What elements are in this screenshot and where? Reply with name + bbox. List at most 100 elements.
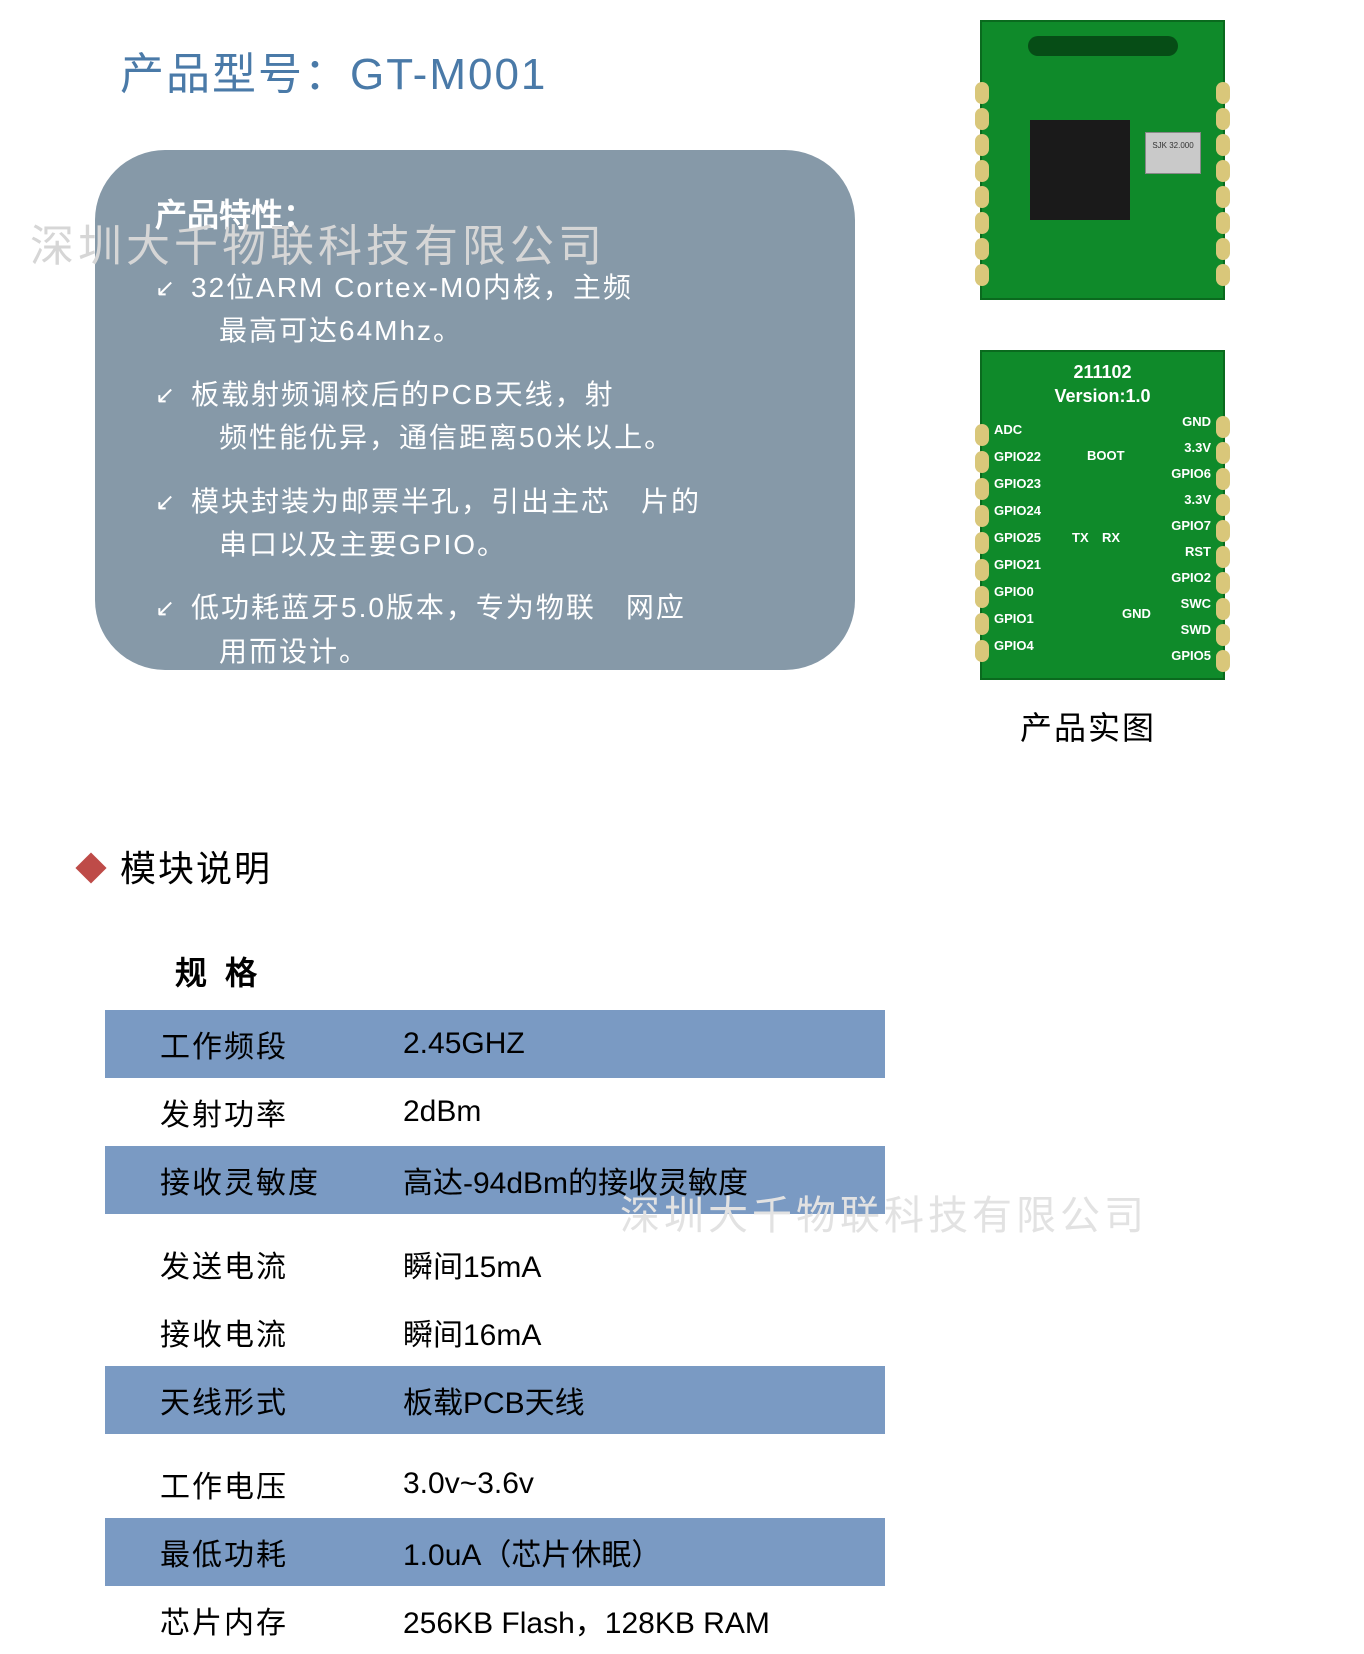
spec-value: 高达-94dBm的接收灵敏度 — [395, 1146, 885, 1214]
castellation — [975, 424, 989, 446]
section-header: 模块说明 — [80, 840, 272, 892]
castellation — [1216, 212, 1230, 234]
title-model: GT-M001 — [350, 50, 547, 99]
spec-key: 接收灵敏度 — [105, 1146, 395, 1214]
pin-label: GPIO0 — [994, 584, 1034, 599]
spec-key: 发射功率 — [105, 1078, 395, 1146]
features-panel: 产品特性： ↙ 32位ARM Cortex-M0内核，主频 最高可达64Mhz。… — [95, 150, 855, 670]
spec-value: 瞬间16mA — [395, 1298, 885, 1366]
castellation — [1216, 238, 1230, 260]
castellation — [975, 532, 989, 554]
spec-value: 2.45GHZ — [395, 1010, 885, 1078]
pin-label: RST — [1185, 544, 1211, 559]
pin-label: GPIO4 — [994, 638, 1034, 653]
spec-row: 天线形式板载PCB天线 — [105, 1366, 885, 1434]
spec-value: 3.0v~3.6v — [395, 1450, 885, 1518]
pin-label: GPIO2 — [1171, 570, 1211, 585]
spec-key: 工作电压 — [105, 1450, 395, 1518]
spec-key: 天线形式 — [105, 1366, 395, 1434]
feature-line: 串口以及主要GPIO。 — [191, 523, 805, 566]
castellation — [975, 505, 989, 527]
castellation — [1216, 624, 1230, 646]
diamond-icon — [75, 852, 106, 883]
castellation — [975, 586, 989, 608]
spec-header-row: 规格 — [105, 940, 885, 1010]
castellation — [1216, 442, 1230, 464]
castellation — [975, 478, 989, 500]
spec-key: 芯片内存 — [105, 1586, 395, 1654]
pcb-caption: 产品实图 — [1020, 703, 1156, 749]
castellation — [1216, 520, 1230, 542]
castellation — [1216, 468, 1230, 490]
spec-table: 规格 工作频段2.45GHZ发射功率2dBm接收灵敏度高达-94dBm的接收灵敏… — [105, 940, 885, 1654]
bullet-icon: ↙ — [155, 266, 191, 353]
feature-line: 用而设计。 — [191, 630, 805, 673]
feature-item: ↙ 32位ARM Cortex-M0内核，主频 最高可达64Mhz。 — [155, 266, 805, 353]
pin-label: RX — [1102, 530, 1120, 545]
pcb-version: Version:1.0 — [982, 386, 1223, 407]
spec-gap-row — [105, 1214, 885, 1230]
castellation — [975, 134, 989, 156]
pin-label: GND — [1122, 606, 1151, 621]
pcb-back-photo: 211102 Version:1.0 ADCGPIO22GPIO23GPIO24… — [980, 350, 1225, 680]
feature-line: 频性能优异，通信距离50米以上。 — [191, 416, 805, 459]
spec-gap-row — [105, 1434, 885, 1450]
feature-line: 最高可达64Mhz。 — [191, 309, 805, 352]
castellation — [975, 186, 989, 208]
spec-value: 256KB Flash，128KB RAM — [395, 1586, 885, 1654]
pin-label: GPIO24 — [994, 503, 1041, 518]
castellation — [975, 264, 989, 286]
pin-label: 3.3V — [1184, 440, 1211, 455]
section-title: 模块说明 — [120, 840, 272, 892]
pin-label: TX — [1072, 530, 1089, 545]
castellation — [1216, 82, 1230, 104]
bullet-icon: ↙ — [155, 586, 191, 673]
spec-row: 芯片内存256KB Flash，128KB RAM — [105, 1586, 885, 1654]
castellation — [975, 108, 989, 130]
title-label: 产品型号： — [120, 50, 350, 99]
castellation — [1216, 416, 1230, 438]
bullet-icon: ↙ — [155, 480, 191, 567]
feature-line: 32位ARM Cortex-M0内核，主频 — [191, 272, 633, 303]
pin-label: GND — [1182, 414, 1211, 429]
pin-label: GPIO6 — [1171, 466, 1211, 481]
spec-value: 瞬间15mA — [395, 1230, 885, 1298]
pin-label: GPIO5 — [1171, 648, 1211, 663]
spec-row: 接收灵敏度高达-94dBm的接收灵敏度 — [105, 1146, 885, 1214]
spec-key: 发送电流 — [105, 1230, 395, 1298]
castellation — [1216, 572, 1230, 594]
page-title: 产品型号：GT-M001 — [120, 38, 547, 102]
feature-line: 低功耗蓝牙5.0版本，专为物联 网应 — [191, 592, 686, 623]
pcb-front-photo: SJK 32.000 — [980, 20, 1225, 300]
castellation — [975, 640, 989, 662]
castellation — [975, 559, 989, 581]
spec-row: 工作电压3.0v~3.6v — [105, 1450, 885, 1518]
feature-line: 板载射频调校后的PCB天线，射 — [191, 379, 615, 410]
castellation — [1216, 598, 1230, 620]
pin-label: GPIO21 — [994, 557, 1041, 572]
spec-key: 最低功耗 — [105, 1518, 395, 1586]
castellation — [1216, 108, 1230, 130]
bullet-icon: ↙ — [155, 373, 191, 460]
castellation — [1216, 186, 1230, 208]
spec-value: 板载PCB天线 — [395, 1366, 885, 1434]
spec-row: 发送电流瞬间15mA — [105, 1230, 885, 1298]
pin-label: ADC — [994, 422, 1022, 437]
antenna-slot — [1028, 36, 1178, 56]
spec-key: 接收电流 — [105, 1298, 395, 1366]
castellation — [975, 238, 989, 260]
castellation — [975, 82, 989, 104]
spec-row: 发射功率2dBm — [105, 1078, 885, 1146]
spec-key: 工作频段 — [105, 1010, 395, 1078]
castellation — [1216, 650, 1230, 672]
pin-label: BOOT — [1087, 448, 1125, 463]
feature-item: ↙ 模块封装为邮票半孔，引出主芯 片的 串口以及主要GPIO。 — [155, 480, 805, 567]
pin-label: SWD — [1181, 622, 1211, 637]
pin-label: GPIO22 — [994, 449, 1041, 464]
crystal-oscillator: SJK 32.000 — [1145, 132, 1201, 174]
pin-label: GPIO7 — [1171, 518, 1211, 533]
main-chip — [1030, 120, 1130, 220]
castellation — [975, 613, 989, 635]
feature-item: ↙ 板载射频调校后的PCB天线，射 频性能优异，通信距离50米以上。 — [155, 373, 805, 460]
castellation — [975, 212, 989, 234]
